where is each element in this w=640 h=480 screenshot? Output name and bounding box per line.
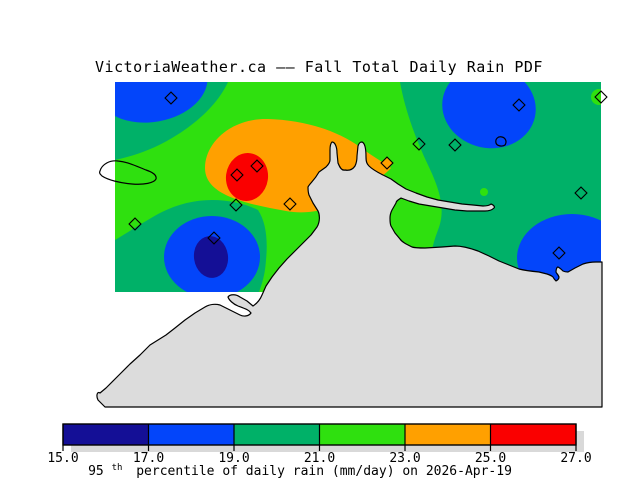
colorbar bbox=[63, 424, 576, 445]
tick-label-17: 17.0 bbox=[133, 451, 164, 466]
station-marker bbox=[164, 91, 178, 105]
tick-label-23: 23.0 bbox=[389, 451, 420, 466]
field-level-17-19-topright bbox=[442, 82, 536, 149]
station-marker bbox=[594, 90, 608, 104]
colorbar-segment bbox=[63, 424, 149, 445]
field-level-17-19-topleft bbox=[115, 82, 208, 123]
field-level-15-17-core bbox=[193, 236, 229, 278]
station-marker bbox=[448, 138, 462, 152]
tick-label-15: 15.0 bbox=[47, 451, 78, 466]
station-marker bbox=[250, 159, 264, 173]
tick-label-25: 25.0 bbox=[475, 451, 506, 466]
tick-label-27: 27.0 bbox=[560, 451, 591, 466]
colorbar-segment bbox=[405, 424, 491, 445]
coastline-water bbox=[96, 141, 603, 408]
station-marker bbox=[512, 98, 526, 112]
field-level-25-27-core bbox=[225, 153, 269, 201]
station-marker bbox=[552, 246, 566, 260]
field-bullseye-channel bbox=[480, 188, 488, 196]
colorbar-ticks bbox=[62, 424, 577, 451]
colorbar-segment bbox=[490, 424, 576, 445]
plot-title: VictoriaWeather.ca –– Fall Total Daily R… bbox=[95, 58, 543, 76]
caption-text: percentile of daily rain (mm/day) on 202… bbox=[136, 464, 512, 479]
caption-number: 95 bbox=[88, 464, 104, 479]
tick-label-19: 19.0 bbox=[218, 451, 249, 466]
station-marker bbox=[283, 197, 297, 211]
station-marker bbox=[229, 198, 243, 212]
station-marker bbox=[412, 137, 426, 151]
station-marker bbox=[128, 217, 142, 231]
station-markers bbox=[128, 90, 608, 260]
station-marker bbox=[230, 168, 244, 182]
tick-label-21: 21.0 bbox=[304, 451, 335, 466]
colorbar-segment bbox=[234, 424, 320, 445]
contour-field bbox=[115, 82, 601, 292]
station-marker bbox=[574, 186, 588, 200]
colorbar-segment bbox=[148, 424, 234, 445]
caption-superscript: th bbox=[112, 463, 123, 473]
field-bullseye-right-edge bbox=[591, 89, 601, 105]
island-outline-small bbox=[495, 136, 507, 147]
station-marker bbox=[380, 156, 394, 170]
station-marker bbox=[207, 231, 221, 245]
colorbar-segment bbox=[319, 424, 405, 445]
island-outline-west bbox=[99, 160, 157, 185]
colorbar-caption: 95 th percentile of daily rain (mm/day) … bbox=[88, 459, 512, 479]
